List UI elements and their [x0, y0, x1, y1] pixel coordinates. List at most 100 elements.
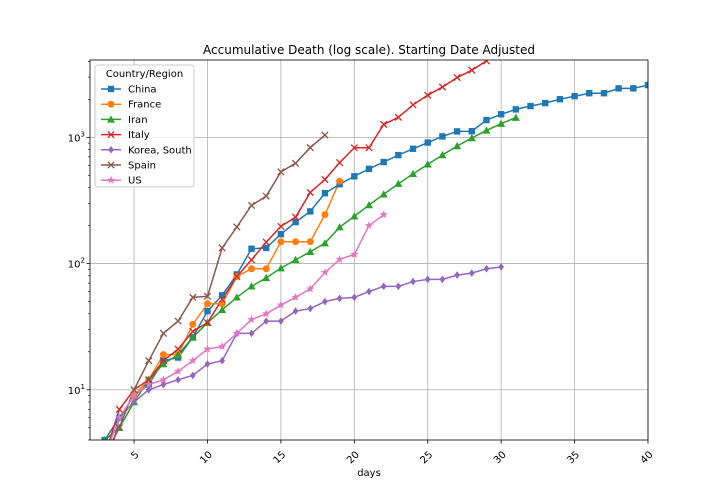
- data-point-france: [262, 265, 270, 273]
- legend-marker-korea-south: [108, 146, 114, 154]
- data-point-us: [364, 221, 374, 230]
- plot-frame: [89, 59, 649, 441]
- data-point-korea-south: [366, 287, 372, 296]
- data-point-us: [335, 254, 344, 263]
- data-point-korea-south: [439, 275, 446, 284]
- legend-marker-china: [107, 85, 115, 93]
- data-point-iran: [467, 134, 476, 142]
- chart-title: Accumulative Death (log scale). Starting…: [203, 43, 535, 57]
- data-point-korea-south: [175, 375, 181, 384]
- legend: Country/Region China France Iran Italy Korea,…: [94, 64, 195, 188]
- data-point-china: [380, 158, 387, 166]
- data-point-china: [586, 90, 593, 97]
- data-point-korea-south: [292, 307, 299, 315]
- data-point-italy: [262, 238, 270, 246]
- data-point-france: [189, 320, 197, 328]
- data-point-iran: [262, 273, 271, 282]
- data-point-iran: [247, 282, 256, 290]
- legend-label-us: US: [128, 176, 142, 187]
- y-tick-label: 103: [68, 130, 85, 144]
- data-point-france: [292, 238, 300, 246]
- x-tick-label: 15: [272, 449, 289, 466]
- data-point-spain: [306, 143, 314, 152]
- data-point-italy: [145, 376, 153, 384]
- data-point-italy: [203, 319, 212, 327]
- data-point-iran: [394, 179, 403, 187]
- data-point-iran: [511, 113, 520, 121]
- data-point-iran: [276, 264, 285, 272]
- data-point-korea-south: [454, 271, 460, 279]
- data-point-italy: [438, 83, 447, 91]
- data-point-korea-south: [424, 275, 431, 284]
- legend-marker-us: [106, 175, 116, 184]
- data-point-china: [395, 151, 402, 159]
- data-point-france: [321, 211, 329, 219]
- x-tick-label: 25: [418, 449, 435, 466]
- data-point-italy: [350, 144, 358, 152]
- x-axis-label: days: [357, 468, 381, 479]
- data-point-china: [512, 106, 520, 113]
- data-point-china: [468, 128, 475, 135]
- data-point-china: [204, 307, 211, 315]
- data-point-china: [409, 145, 417, 152]
- data-point-iran: [423, 160, 432, 168]
- data-point-spain: [203, 292, 212, 300]
- series-markers: [101, 60, 648, 482]
- data-point-us: [232, 328, 242, 337]
- data-point-korea-south: [131, 398, 137, 406]
- data-point-italy: [409, 101, 417, 109]
- data-point-italy: [159, 357, 168, 365]
- legend-box: [94, 64, 195, 188]
- data-point-us: [379, 210, 388, 219]
- legend-marker-france: [107, 100, 115, 108]
- data-point-iran: [453, 142, 462, 150]
- data-point-china: [497, 111, 505, 118]
- series-line-korea-south: [113, 266, 502, 440]
- data-point-italy: [233, 272, 241, 281]
- data-point-italy: [482, 60, 491, 65]
- data-point-spain: [101, 453, 107, 459]
- data-point-us: [144, 380, 153, 389]
- data-point-korea-south: [410, 277, 416, 286]
- series-line-us: [109, 214, 385, 440]
- data-point-korea-south: [336, 294, 343, 303]
- data-point-korea-south: [189, 371, 196, 380]
- data-point-italy: [468, 66, 476, 74]
- data-point-us: [203, 344, 212, 353]
- data-point-us: [291, 292, 300, 301]
- data-point-us: [188, 356, 197, 365]
- data-point-korea-south: [102, 474, 108, 482]
- data-point-korea-south: [160, 380, 167, 389]
- legend-label-spain: Spain: [128, 161, 156, 172]
- data-point-spain: [277, 168, 285, 176]
- data-point-iran: [482, 126, 491, 134]
- data-point-italy: [335, 158, 344, 167]
- data-point-china: [263, 244, 270, 252]
- data-point-korea-south: [468, 269, 475, 277]
- y-tick-label: 102: [68, 257, 85, 271]
- data-point-france: [248, 265, 256, 273]
- data-point-spain: [218, 244, 226, 252]
- data-point-korea-south: [380, 282, 387, 291]
- data-point-italy: [424, 91, 432, 99]
- legend-label-italy: Italy: [128, 130, 150, 141]
- x-tick-label: 35: [565, 449, 582, 466]
- data-point-italy: [306, 188, 314, 197]
- data-point-us: [350, 250, 359, 259]
- data-point-spain: [159, 329, 168, 337]
- data-point-korea-south: [219, 356, 226, 365]
- data-point-france: [159, 351, 167, 359]
- legend-label-france: France: [128, 100, 161, 111]
- data-point-italy: [453, 73, 461, 82]
- data-point-italy: [101, 453, 107, 459]
- data-point-china: [321, 189, 329, 197]
- data-point-korea-south: [145, 385, 152, 394]
- data-point-china: [630, 85, 637, 92]
- data-point-italy: [174, 345, 182, 353]
- data-point-china: [424, 139, 431, 146]
- data-point-us: [262, 309, 271, 318]
- data-point-korea-south: [483, 264, 490, 273]
- data-point-iran: [188, 333, 197, 341]
- data-point-iran: [291, 255, 300, 264]
